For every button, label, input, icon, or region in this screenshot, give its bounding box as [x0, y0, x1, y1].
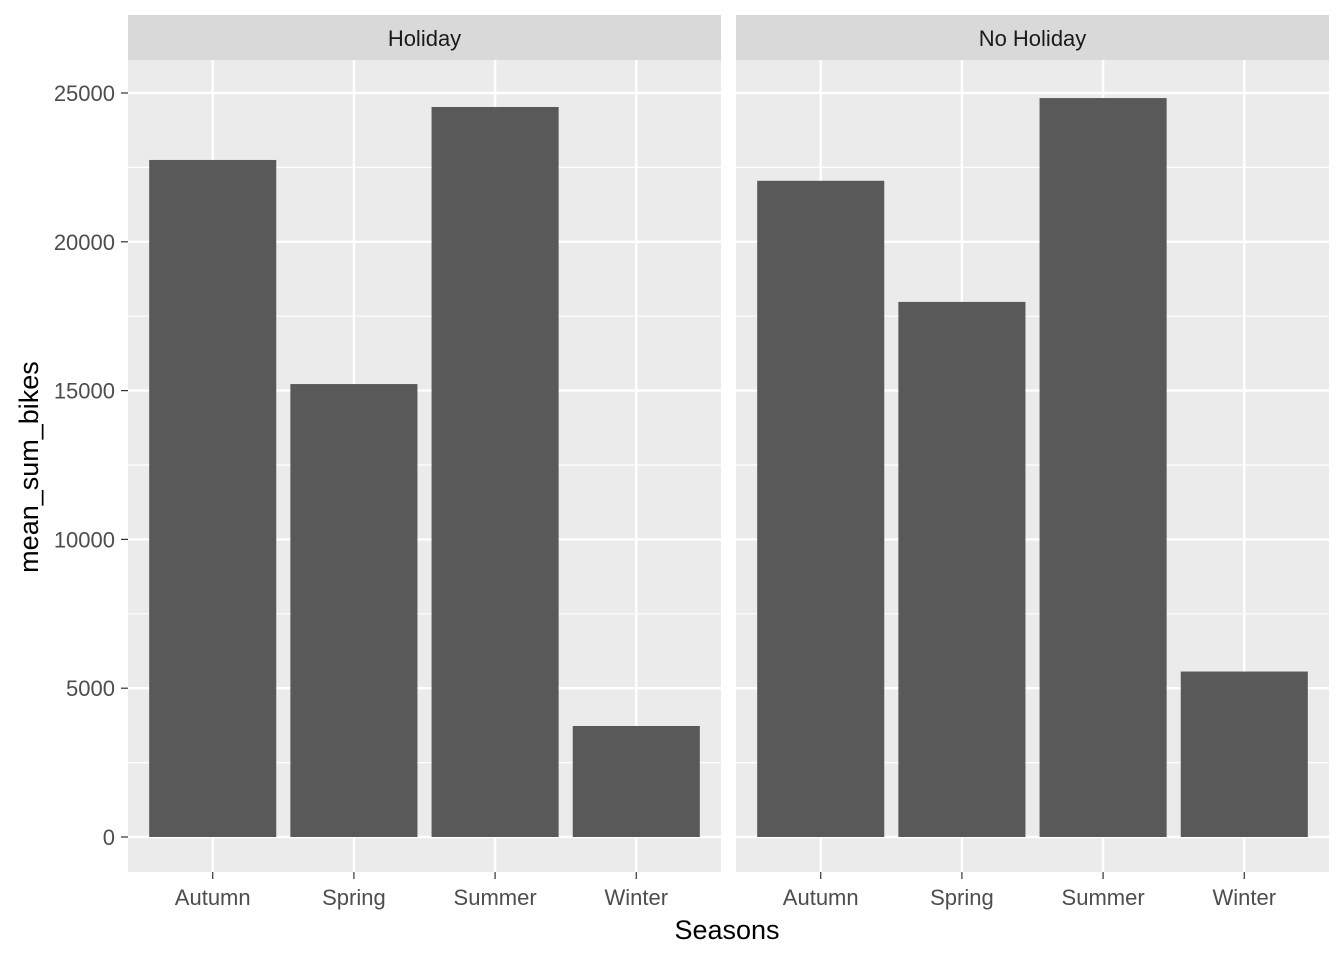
y-tick-label: 10000 [54, 527, 115, 552]
facet-strip-label: Holiday [388, 26, 461, 51]
y-tick-label: 20000 [54, 230, 115, 255]
facet-strip [128, 15, 721, 60]
bar-spring [290, 384, 418, 837]
x-tick-label: Winter [1213, 885, 1277, 910]
x-tick-label: Spring [930, 885, 994, 910]
x-tick-label: Summer [454, 885, 537, 910]
facet-panel: No Holiday Autumn Spring Summer Winter [736, 15, 1329, 910]
facet-panel: Holiday Autumn Spring Summer Winter [128, 15, 721, 910]
bar-autumn [757, 180, 885, 838]
bar-winter [1180, 671, 1308, 837]
y-axis: 0 5000 10000 15000 20000 25000 [54, 81, 128, 850]
x-tick-label: Spring [322, 885, 386, 910]
bar-winter [572, 725, 700, 837]
x-axis-title: Seasons [674, 915, 779, 945]
bar-autumn [149, 159, 277, 837]
y-tick-label: 25000 [54, 81, 115, 106]
facet-strip-label: No Holiday [979, 26, 1087, 51]
x-tick-label: Summer [1062, 885, 1145, 910]
bar-summer [1039, 98, 1167, 837]
y-tick-label: 0 [103, 825, 115, 850]
x-tick-label: Autumn [175, 885, 251, 910]
x-tick-label: Winter [605, 885, 669, 910]
y-tick-label: 15000 [54, 379, 115, 404]
bar-spring [898, 301, 1026, 838]
bar-summer [431, 106, 559, 838]
y-tick-label: 5000 [66, 676, 115, 701]
x-tick-label: Autumn [783, 885, 859, 910]
y-axis-title: mean_sum_bikes [14, 361, 44, 573]
facet-strip [736, 15, 1329, 60]
